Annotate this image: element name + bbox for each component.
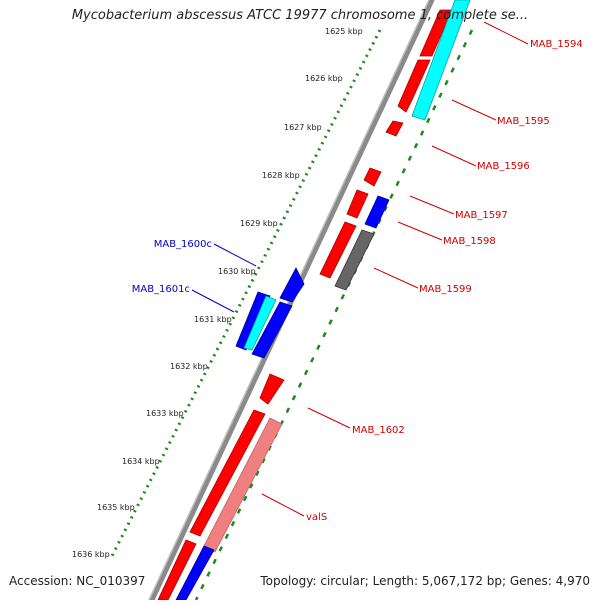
forward-genes bbox=[157, 9, 453, 601]
gene-label-group: MAB_1594 MAB_1595 MAB_1596 MAB_1597 MAB_… bbox=[132, 39, 583, 523]
leader-lines bbox=[191, 21, 529, 517]
leader-mab-1596 bbox=[431, 145, 477, 167]
leader-mab-1602 bbox=[307, 407, 351, 429]
tick-labels: 1625 kbp 1626 kbp 1627 kbp 1628 kbp 1629… bbox=[72, 27, 363, 559]
tick-label: 1630 kbp bbox=[218, 267, 256, 276]
gene-label-mab-1595[interactable]: MAB_1595 bbox=[497, 116, 550, 127]
tick-label: 1625 kbp bbox=[325, 27, 363, 36]
leader-mab-1598 bbox=[397, 221, 443, 241]
tick-label: 1627 kbp bbox=[284, 123, 322, 132]
gene-mab-1597[interactable] bbox=[346, 189, 369, 219]
inner-genes bbox=[175, 0, 471, 601]
gene-label-mab-1597[interactable]: MAB_1597 bbox=[455, 210, 508, 221]
leader-mab-1601c bbox=[191, 289, 235, 313]
tick-label: 1626 kbp bbox=[305, 74, 343, 83]
gene-label-mab-1596[interactable]: MAB_1596 bbox=[477, 161, 530, 172]
leader-mab-1600c bbox=[213, 243, 257, 267]
tick-label: 1636 kbp bbox=[72, 550, 110, 559]
gene-label-mab-1602[interactable]: MAB_1602 bbox=[352, 425, 405, 436]
tick-label: 1631 kbp bbox=[194, 315, 232, 324]
reverse-genes bbox=[235, 267, 305, 359]
gene-mab-1594[interactable] bbox=[419, 9, 453, 57]
accession-text: Accession: NC_010397 bbox=[9, 574, 146, 588]
gene-mab-1600c[interactable] bbox=[279, 267, 305, 303]
leader-mab-1595 bbox=[451, 99, 497, 121]
tick-label: 1629 kbp bbox=[240, 219, 278, 228]
gene-label-mab-1599[interactable]: MAB_1599 bbox=[419, 284, 472, 295]
gene-mab-1601c-rna[interactable] bbox=[243, 295, 277, 351]
gene-mab-1596[interactable] bbox=[385, 120, 404, 137]
gene-label-mab-1598[interactable]: MAB_1598 bbox=[443, 236, 496, 247]
map-title: Mycobacterium abscessus ATCC 19977 chrom… bbox=[71, 8, 529, 23]
tick-label: 1634 kbp bbox=[122, 457, 160, 466]
tick-label: 1632 kbp bbox=[170, 362, 208, 371]
gene-vals[interactable] bbox=[203, 417, 283, 553]
gene-label-mab-1601c[interactable]: MAB_1601c bbox=[132, 284, 190, 295]
gene-label-mab-1594[interactable]: MAB_1594 bbox=[530, 39, 583, 50]
gene-label-vals[interactable]: valS bbox=[306, 512, 327, 523]
gene-mab-1602[interactable] bbox=[259, 373, 285, 405]
gene-mab-1595[interactable] bbox=[397, 59, 431, 113]
gene-mab-1597-a[interactable] bbox=[363, 167, 382, 187]
gene-mab-1594-rna[interactable] bbox=[411, 0, 471, 121]
tick-label: 1633 kbp bbox=[146, 409, 184, 418]
tick-label: 1635 kbp bbox=[97, 503, 135, 512]
gene-mab-1598[interactable] bbox=[364, 195, 390, 229]
leader-vals bbox=[261, 493, 305, 517]
gene-mab-1601c[interactable] bbox=[251, 301, 293, 359]
gene-vals-fwd[interactable] bbox=[189, 409, 266, 537]
topology-summary: Topology: circular; Length: 5,067,172 bp… bbox=[260, 574, 590, 588]
gene-mab-1599-fwd[interactable] bbox=[319, 221, 357, 279]
leader-mab-1594 bbox=[483, 21, 529, 45]
feature-track bbox=[194, 29, 474, 601]
scale-track bbox=[108, 29, 382, 561]
gene-mab-1599[interactable] bbox=[334, 229, 375, 291]
leader-mab-1597 bbox=[409, 195, 455, 215]
gene-label-mab-1600c[interactable]: MAB_1600c bbox=[154, 239, 212, 250]
tick-label: 1628 kbp bbox=[262, 171, 300, 180]
leader-mab-1599 bbox=[373, 267, 419, 289]
